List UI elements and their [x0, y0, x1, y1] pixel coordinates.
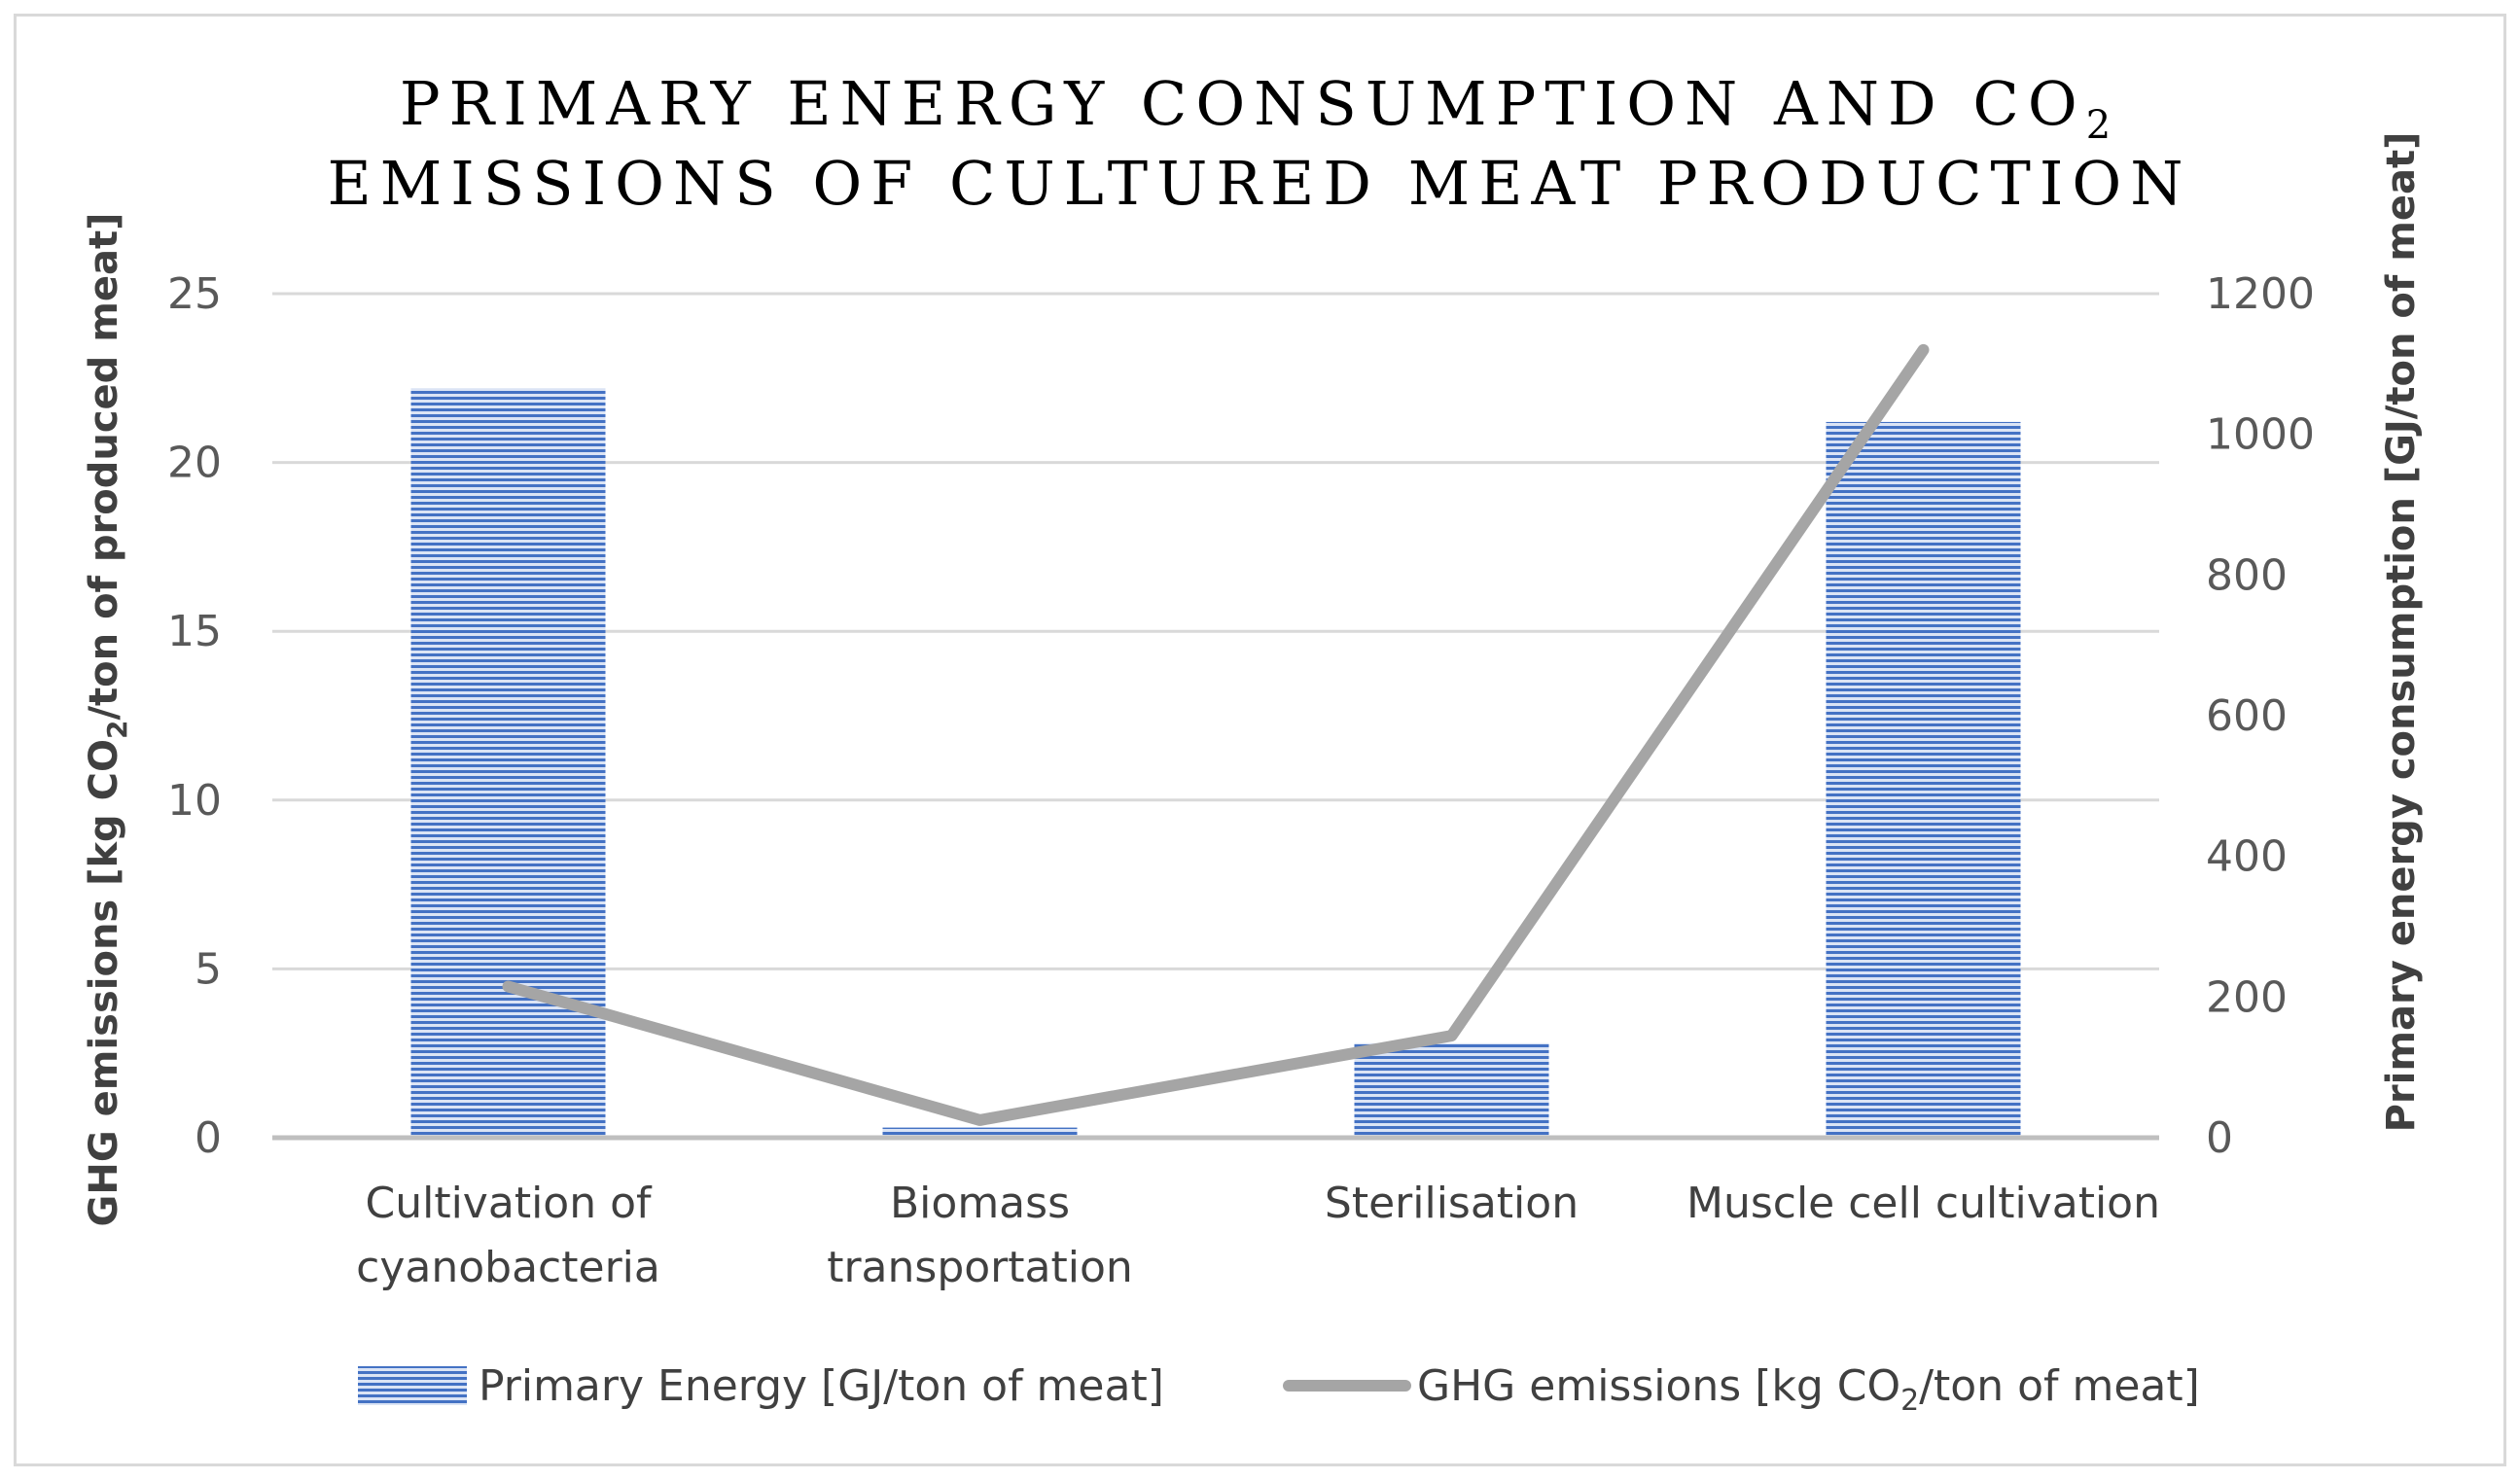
right-tick-label: 600	[2206, 691, 2288, 741]
category-label: Biomass transportation	[827, 1179, 1133, 1292]
left-tick-label: 20	[167, 439, 222, 488]
bar	[1354, 1042, 1549, 1138]
left-axis-label: GHG emissions [kg CO2/ton of produced me…	[82, 213, 133, 1227]
legend-bar-label: Primary Energy [GJ/ton of meat]	[479, 1361, 1164, 1411]
chart-frame	[14, 14, 2506, 1466]
right-tick-label: 0	[2206, 1113, 2233, 1163]
bar	[1826, 421, 2021, 1138]
legend-bar-swatch	[358, 1366, 467, 1405]
legend-line-label: GHG emissions [kg CO2/ton of meat]	[1417, 1361, 2200, 1418]
line-series	[502, 343, 1930, 1126]
bar-series	[410, 388, 2021, 1138]
legend: Primary Energy [GJ/ton of meat] GHG emis…	[358, 1361, 2200, 1418]
right-tick-label: 1200	[2206, 269, 2315, 319]
category-label: Muscle cell cultivation	[1686, 1179, 2160, 1228]
chart-title-line1: PRIMARY ENERGY CONSUMPTION AND CO2	[400, 68, 2119, 148]
category-label: Sterilisation	[1325, 1179, 1579, 1228]
right-tick-label: 800	[2206, 550, 2288, 600]
left-tick-label: 25	[167, 269, 222, 319]
right-axis-ticks: 0 200 400 600 800 1000 1200	[2206, 269, 2315, 1163]
right-axis-label: Primary energy consumption [GJ/ton of me…	[2379, 132, 2424, 1133]
left-tick-label: 0	[195, 1113, 222, 1163]
left-tick-label: 5	[195, 944, 222, 994]
left-tick-label: 10	[167, 776, 222, 826]
ghg-line	[502, 343, 1930, 1126]
bar	[410, 388, 606, 1138]
left-tick-label: 15	[167, 607, 222, 656]
left-axis-ticks: 0 5 10 15 20 25	[167, 269, 222, 1163]
category-label: Cultivation of cyanobacteria	[356, 1179, 660, 1292]
right-tick-label: 400	[2206, 832, 2288, 882]
right-tick-label: 1000	[2206, 410, 2315, 460]
line-point	[507, 985, 510, 988]
category-labels: Cultivation of cyanobacteria Biomass transp…	[356, 1179, 2160, 1292]
line-point	[978, 1118, 981, 1121]
bar	[882, 1127, 1078, 1138]
right-tick-label: 200	[2206, 972, 2288, 1022]
chart-title-line2: EMISSIONS OF CULTURED MEAT PRODUCTION	[328, 148, 2192, 219]
line-point	[1450, 1035, 1453, 1038]
line-point	[1922, 348, 1925, 351]
